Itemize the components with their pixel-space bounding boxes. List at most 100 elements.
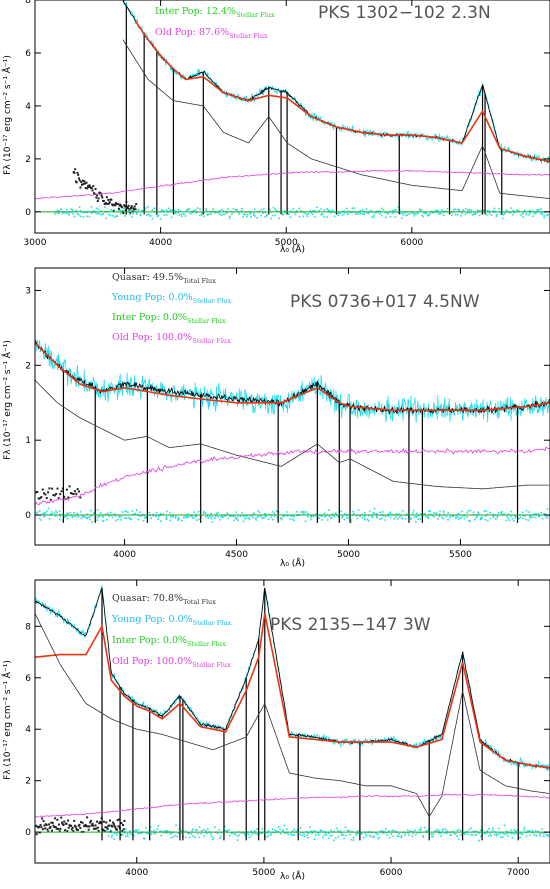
panel-title: PKS 2135−147 3W	[270, 615, 431, 635]
chart-panel-2: 4000 4500 5000 5500 0 1 2 3 λ₀ (Å) Fλ (10⁻¹⁷ erg …	[1, 267, 550, 569]
legend-sub: Stellar Flux	[192, 337, 231, 345]
legend-sub: Stellar Flux	[193, 297, 232, 305]
y-tick-label: 1	[25, 436, 31, 446]
x-tick-label: 4000	[113, 550, 136, 560]
y-tick-label: 2	[25, 777, 31, 787]
legend-name: Old Pop:	[112, 656, 156, 667]
x-tick-label: 4000	[149, 238, 172, 248]
legend-entry: Old Pop: 100.0%Stellar Flux	[112, 332, 231, 345]
legend-value: 0.0%	[163, 312, 187, 323]
x-axis-label: λ₀ (Å)	[280, 243, 305, 255]
legend-sub: Stellar Flux	[192, 661, 231, 669]
x-tick-label: 5000	[337, 550, 360, 560]
y-tick-label: 4	[25, 725, 31, 735]
blue-region-points	[35, 816, 126, 836]
legend-name: Inter Pop:	[155, 6, 206, 17]
legend-value: 49.5%	[153, 272, 183, 283]
y-axis-label: Fλ (10⁻¹⁷ erg cm⁻² s⁻¹ Å⁻¹)	[1, 340, 13, 460]
legend-value: 87.6%	[199, 27, 229, 38]
legend-value: 0.0%	[169, 292, 193, 303]
panel-title: PKS 1302−102 2.3N	[318, 3, 491, 23]
observed-spectrum	[35, 341, 550, 416]
x-tick-label: 7000	[507, 868, 530, 878]
x-tick-label: 4000	[125, 868, 148, 878]
model-spectrum	[134, 20, 550, 163]
residual-points	[35, 507, 550, 524]
legend-name: Quasar:	[112, 593, 153, 604]
legend-name: Quasar:	[112, 272, 153, 283]
legend-value: 12.4%	[206, 6, 236, 17]
x-tick-label: 5000	[252, 868, 275, 878]
x-axis-label: λ₀ (Å)	[280, 557, 305, 569]
x-axis-label: λ₀ (Å)	[280, 870, 305, 882]
panel-title: PKS 0736+017 4.5NW	[290, 292, 480, 312]
observed-spectrum	[35, 587, 550, 770]
plot-area	[35, 0, 550, 220]
x-tick-label: 6000	[400, 238, 423, 248]
x-tick-label: 5500	[449, 550, 472, 560]
y-tick-label: 0	[25, 511, 31, 521]
x-tick-label: 6000	[380, 868, 403, 878]
legend-name: Inter Pop:	[112, 635, 163, 646]
legend-entry: Young Pop: 0.0%Stellar Flux	[111, 614, 232, 627]
legend-entry: Young Pop: 0.0%Stellar Flux	[111, 292, 232, 305]
legend-sub: Stellar Flux	[229, 32, 268, 40]
y-tick-label: 3	[25, 286, 31, 296]
legend-value: 0.0%	[169, 614, 193, 625]
old-population-component	[35, 793, 550, 818]
model-spectrum	[35, 613, 550, 769]
legend-sub: Total Flux	[183, 277, 216, 285]
legend-sub: Stellar Flux	[236, 11, 275, 19]
y-tick-label: 8	[25, 622, 31, 632]
legend-sub: Stellar Flux	[187, 317, 226, 325]
legend-sub: Stellar Flux	[193, 619, 232, 627]
plot-area	[35, 584, 550, 842]
axes-frame	[34, 267, 550, 546]
x-tick-label: 5000	[275, 238, 298, 248]
y-axis-label: Fλ (10⁻¹⁷ erg cm⁻² s⁻¹ Å⁻¹)	[1, 55, 13, 175]
legend-name: Inter Pop:	[112, 312, 163, 323]
quasar-component	[35, 380, 549, 490]
old-population-component	[35, 446, 550, 506]
chart-panel-3: 4000 5000 6000 7000 0 2 4 6 8 λ₀ (Å) Fλ (10⁻¹⁷ erg…	[1, 579, 550, 882]
residual-points	[54, 205, 550, 220]
model-spectrum	[35, 342, 550, 412]
legend-name: Young Pop:	[111, 292, 169, 303]
residual-points	[105, 824, 550, 842]
x-tick-label: 3000	[24, 238, 47, 248]
legend-sub: Stellar Flux	[187, 640, 226, 648]
legend-entry: Quasar: 70.8%Total Flux	[112, 593, 216, 606]
legend-value: 0.0%	[163, 635, 187, 646]
plot-area	[35, 339, 550, 524]
legend-entry: Old Pop: 87.6%Stellar Flux	[155, 27, 268, 40]
legend-value: 100.0%	[156, 656, 192, 667]
y-tick-label: 8	[25, 0, 31, 6]
y-tick-label: 2	[25, 361, 31, 371]
blue-region-points	[35, 485, 82, 501]
axes-frame	[34, 579, 550, 864]
observed-spectrum-noise	[35, 584, 550, 771]
axes-frame	[34, 0, 550, 234]
y-axis-label: Fλ (10⁻¹⁷ erg cm⁻² s⁻¹ Å⁻¹)	[1, 660, 13, 780]
legend-value: 100.0%	[156, 332, 192, 343]
legend-entry: Old Pop: 100.0%Stellar Flux	[112, 656, 231, 669]
y-tick-label: 6	[25, 674, 31, 684]
legend-name: Old Pop:	[112, 332, 156, 343]
legend-entry: Inter Pop: 0.0%Stellar Flux	[112, 312, 226, 325]
legend-entry: Inter Pop: 0.0%Stellar Flux	[112, 635, 226, 648]
y-tick-label: 6	[25, 49, 31, 59]
legend-value: 70.8%	[153, 593, 183, 604]
quasar-component	[35, 613, 550, 817]
y-tick-label: 2	[25, 155, 31, 165]
blue-region-points	[72, 168, 138, 215]
legend-name: Old Pop:	[155, 27, 199, 38]
legend-sub: Total Flux	[183, 598, 216, 606]
old-population-component	[35, 169, 550, 200]
y-tick-label: 4	[25, 102, 31, 112]
y-tick-label: 0	[25, 828, 31, 838]
legend-entry: Inter Pop: 12.4%Stellar Flux	[155, 6, 275, 19]
legend-entry: Quasar: 49.5%Total Flux	[112, 272, 216, 285]
chart-panel-1: 3000 4000 5000 6000 0 2 4 6 8 λ₀ (Å) Fλ (10⁻¹⁷ erg…	[1, 0, 550, 255]
legend-name: Young Pop:	[111, 614, 169, 625]
